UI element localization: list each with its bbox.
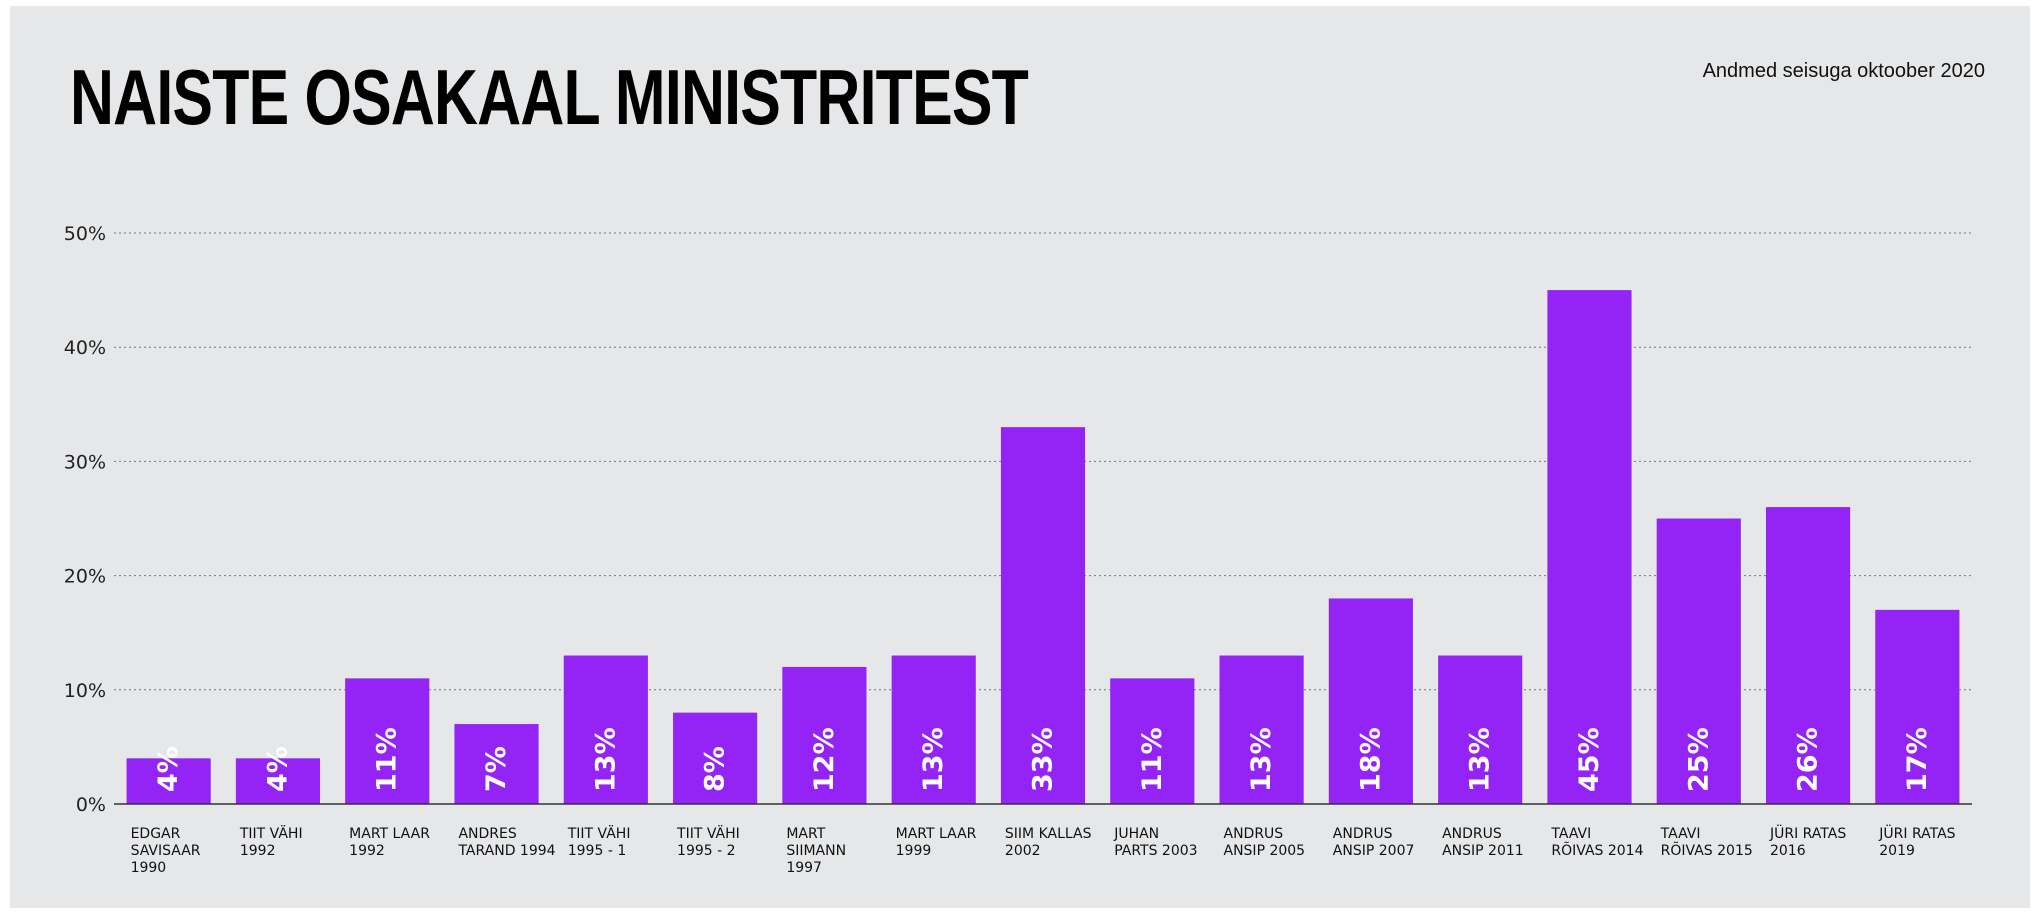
x-tick-label: ANSIP 2011 (1442, 843, 1524, 859)
bar (1000, 427, 1086, 804)
x-tick-label: TAAVI (1660, 826, 1701, 842)
bar (1110, 678, 1195, 804)
x-tick-label: SAVISAAR (131, 843, 201, 859)
x-tick-label: MART (786, 826, 825, 842)
x-tick-label: TARAND 1994 (457, 843, 555, 859)
bar (1219, 655, 1304, 804)
value-label: 4% (262, 746, 293, 792)
x-tick-label: TIIT VÄHI (567, 824, 631, 842)
x-tick-label: PARTS 2003 (1114, 843, 1197, 859)
x-tick-label: SIIM KALLAS (1005, 826, 1092, 842)
x-tick-label: 1995 - 1 (568, 843, 627, 859)
y-tick-label: 40% (64, 337, 106, 359)
value-label: 12% (809, 727, 840, 792)
x-tick-label: 2002 (1005, 843, 1041, 859)
x-tick-label: JÜRI RATAS (1769, 824, 1846, 842)
bar (782, 666, 867, 804)
value-label: 13% (1465, 727, 1496, 792)
value-label: 7% (481, 746, 512, 792)
value-label: 13% (918, 727, 949, 792)
bar (1328, 598, 1413, 804)
x-tick-label: MART LAAR (896, 826, 977, 842)
x-tick-label: TAAVI (1550, 826, 1591, 842)
value-label: 33% (1028, 727, 1059, 792)
bar (1438, 655, 1523, 804)
value-label: 11% (372, 727, 403, 792)
x-tick-label: 1992 (240, 843, 276, 859)
x-tick-label: ANSIP 2007 (1333, 843, 1415, 859)
y-tick-label: 0% (76, 794, 106, 816)
y-tick-label: 50% (64, 223, 106, 245)
bar (673, 712, 758, 804)
bar (1656, 518, 1741, 804)
bar (345, 678, 430, 804)
value-label: 13% (1246, 727, 1277, 792)
x-tick-label: ANDRUS (1442, 826, 1502, 842)
bar (1875, 609, 1960, 804)
x-tick-label: EDGAR (131, 826, 181, 842)
value-label: 26% (1793, 727, 1824, 792)
x-tick-label: 1990 (131, 860, 167, 876)
x-tick-label: SIIMANN (786, 843, 846, 859)
value-label: 4% (153, 746, 184, 792)
x-tick-label: 2019 (1879, 843, 1915, 859)
x-tick-label: 1995 - 2 (677, 843, 736, 859)
x-tick-label: RÕIVAS 2015 (1661, 842, 1753, 859)
x-tick-label: 1997 (786, 860, 822, 876)
x-tick-label: MART LAAR (349, 826, 430, 842)
value-label: 13% (590, 727, 621, 792)
x-tick-label: 2016 (1770, 843, 1806, 859)
x-tick-label: ANDRUS (1224, 826, 1284, 842)
value-label: 45% (1574, 727, 1605, 792)
y-tick-label: 20% (64, 566, 106, 588)
x-tick-label: RÕIVAS 2014 (1551, 842, 1643, 859)
chart-title: NAISTE OSAKAAL MINISTRITEST (70, 53, 1029, 141)
value-label: 25% (1683, 727, 1714, 792)
bar (563, 655, 648, 804)
value-label: 18% (1355, 727, 1386, 792)
value-label: 17% (1902, 727, 1933, 792)
x-tick-label: ANDRES (458, 826, 516, 842)
bar (126, 758, 211, 804)
value-label: 11% (1137, 727, 1168, 792)
x-tick-label: JÜRI RATAS (1878, 824, 1955, 842)
x-tick-label: TIIT VÄHI (676, 824, 740, 842)
x-tick-label: 1992 (349, 843, 385, 859)
bar (1765, 507, 1851, 804)
bar (891, 655, 976, 804)
x-tick-label: ANSIP 2005 (1224, 843, 1306, 859)
y-tick-label: 10% (64, 680, 106, 702)
x-tick-label: TIIT VÄHI (239, 824, 303, 842)
x-tick-label: JUHAN (1113, 826, 1159, 842)
y-tick-label: 30% (64, 451, 106, 473)
bar (1547, 290, 1632, 805)
data-date-note: Andmed seisuga oktoober 2020 (1702, 60, 1985, 82)
x-tick-label: ANDRUS (1333, 826, 1393, 842)
x-tick-label: 1999 (896, 843, 932, 859)
bar (454, 724, 539, 804)
bar (235, 758, 321, 804)
value-label: 8% (700, 746, 731, 792)
